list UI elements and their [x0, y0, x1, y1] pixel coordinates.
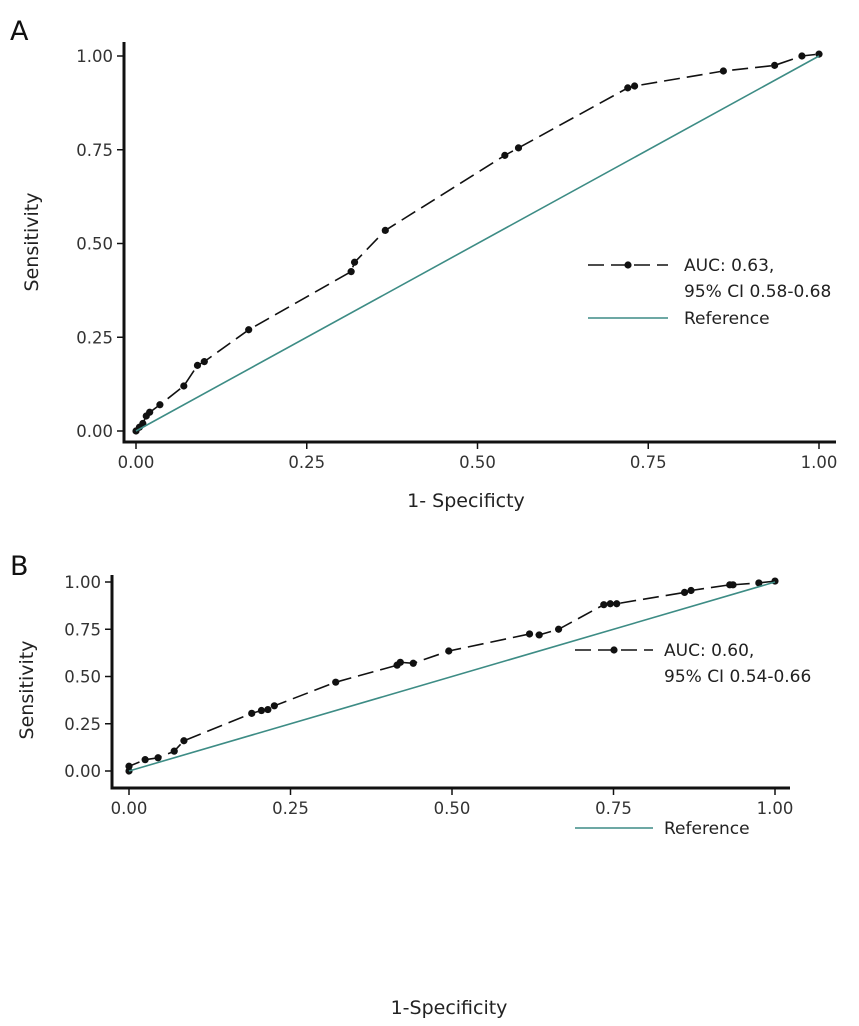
- roc-point: [798, 52, 806, 60]
- roc-point: [332, 678, 340, 686]
- y-axis-title: Sensitivity: [21, 193, 43, 292]
- roc-point: [600, 601, 608, 609]
- x-axis-title: 1- Specificty: [407, 490, 525, 512]
- x-tick-label: 0.00: [118, 453, 155, 472]
- legend-auc-label: AUC: 0.60,: [664, 641, 754, 661]
- roc-point: [245, 326, 253, 334]
- roc-point: [680, 588, 689, 596]
- y-tick-label: 0.50: [64, 668, 101, 687]
- y-tick-label: 0.00: [76, 422, 113, 441]
- roc-point: [347, 268, 355, 276]
- x-tick-label: 0.25: [272, 799, 309, 818]
- x-tick-label: 0.75: [630, 453, 667, 472]
- roc-point: [146, 408, 154, 416]
- x-tick-label: 0.25: [288, 453, 325, 472]
- roc-point: [200, 358, 208, 366]
- y-tick-label: 0.00: [64, 762, 101, 781]
- roc-point: [613, 600, 621, 608]
- roc-panel-b: B 0.00 0.25 0.50 0.75 1.00 0.00 0.25 0.50 0.75 1.0…: [10, 551, 811, 1019]
- x-tick-label: 0.50: [459, 453, 496, 472]
- roc-point: [193, 361, 202, 369]
- roc-point: [270, 702, 278, 710]
- y-tick-label: 0.50: [76, 235, 113, 254]
- roc-point: [771, 577, 779, 585]
- roc-point: [396, 658, 404, 666]
- reference-line: [128, 581, 776, 772]
- x-tick-label: 0.75: [595, 799, 632, 818]
- legend-reference-label: Reference: [664, 819, 750, 839]
- roc-point: [514, 144, 523, 152]
- roc-point: [154, 754, 162, 762]
- roc-point: [554, 625, 563, 633]
- roc-point: [350, 258, 359, 266]
- roc-point: [139, 419, 147, 428]
- x-tick-label: 0.00: [111, 799, 148, 818]
- roc-point: [141, 756, 149, 764]
- roc-point: [755, 579, 763, 587]
- roc-point: [125, 762, 133, 770]
- roc-point: [381, 226, 389, 234]
- roc-point: [771, 61, 779, 69]
- x-tick-label: 1.00: [757, 799, 794, 818]
- legend-ci-label: 95% CI 0.58-0.68: [684, 282, 831, 302]
- panel-label: A: [10, 16, 29, 47]
- x-tick-label: 0.50: [434, 799, 471, 818]
- roc-curve-line: [135, 53, 820, 432]
- roc-point: [606, 600, 614, 608]
- legend-roc-marker: [624, 261, 632, 269]
- reference-line: [135, 55, 820, 432]
- roc-point: [170, 747, 178, 755]
- roc-panel-a: A 0.00 0.25 0.50 0.75 1.00 0.00 0.25 0.50 0.75 1.0…: [10, 16, 837, 512]
- y-tick-label: 0.75: [64, 620, 101, 639]
- roc-point: [815, 50, 823, 58]
- roc-point: [535, 631, 543, 639]
- roc-point: [687, 586, 695, 595]
- x-tick-label: 1.00: [801, 453, 838, 472]
- roc-point: [624, 84, 632, 92]
- y-tick-label: 0.25: [64, 715, 101, 734]
- roc-point: [525, 630, 534, 638]
- y-tick-label: 0.25: [76, 328, 113, 347]
- roc-point: [180, 737, 188, 745]
- y-tick-label: 1.00: [64, 573, 101, 592]
- roc-point: [257, 706, 266, 715]
- panel-label: B: [10, 551, 29, 582]
- roc-point: [501, 151, 509, 159]
- roc-point: [180, 382, 188, 390]
- x-axis-title: 1-Specificity: [391, 997, 508, 1019]
- legend-reference-label: Reference: [684, 309, 770, 329]
- legend-ci-label: 95% CI 0.54-0.66: [664, 667, 811, 687]
- y-axis-title: Sensitivity: [16, 641, 38, 740]
- y-tick-label: 1.00: [76, 47, 113, 66]
- roc-point: [630, 82, 639, 90]
- roc-point: [156, 401, 164, 409]
- roc-point: [409, 659, 417, 667]
- legend-auc-label: AUC: 0.63,: [684, 256, 774, 276]
- roc-point: [248, 709, 256, 717]
- y-tick-label: 0.75: [76, 141, 113, 160]
- legend-roc-marker: [610, 646, 618, 654]
- roc-point: [264, 705, 272, 714]
- roc-point: [719, 67, 727, 75]
- roc-point: [445, 647, 453, 655]
- roc-point: [729, 581, 737, 589]
